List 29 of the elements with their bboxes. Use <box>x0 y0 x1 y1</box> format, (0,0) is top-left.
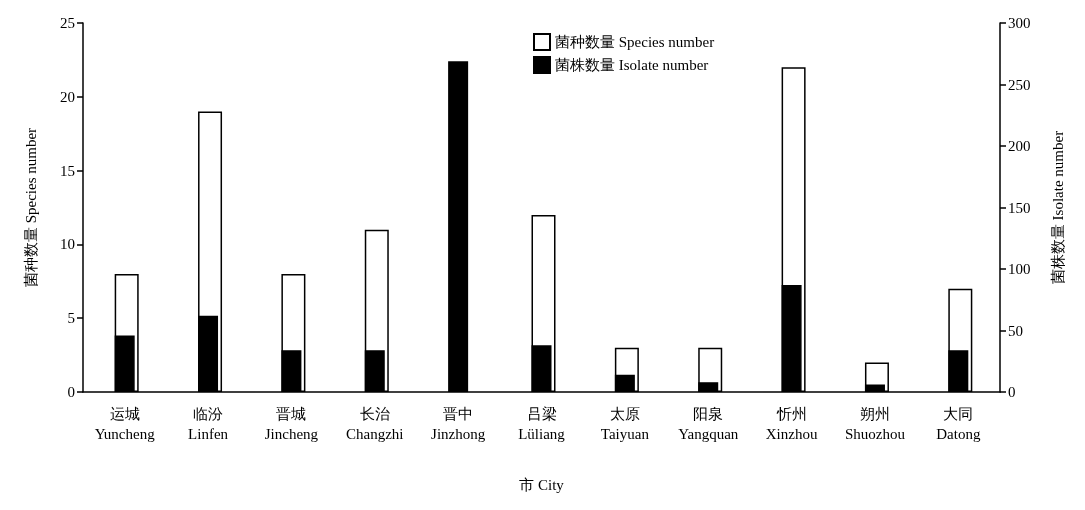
y-tick-label: 25 <box>60 15 75 31</box>
y2-tick-label: 0 <box>1008 384 1016 400</box>
y2-tick-label: 50 <box>1008 322 1023 339</box>
y2-tick-label: 250 <box>1008 76 1031 93</box>
x-tick-label: 吕梁 Lüliang <box>518 406 566 442</box>
x-tick-label: 晋城 Jincheng <box>264 406 319 442</box>
x-tick-label: 晋中 Jinzhong <box>431 406 486 442</box>
x-tick-label: 太原 Taiyuan <box>600 406 650 442</box>
x-tick-label: 临汾 Linfen <box>188 406 229 442</box>
y-tick-label: 10 <box>60 236 75 253</box>
y2-tick-label: 100 <box>1008 261 1031 277</box>
y2-tick-label: 300 <box>1008 15 1031 31</box>
y2-tick-label: 150 <box>1008 199 1031 216</box>
x-tick-label: 长治 Changzhi <box>346 406 404 442</box>
y-tick-label: 20 <box>60 88 75 105</box>
x-tick-label: 忻州 Xinzhou <box>765 406 818 442</box>
legend-label: 菌种数量 Species number <box>555 34 715 50</box>
y-tick-label: 0 <box>67 384 75 400</box>
y2-tick-label: 200 <box>1008 138 1031 154</box>
x-axis-title: 市 City <box>519 476 565 493</box>
x-tick-label: 阳泉 Yangquan <box>678 406 739 442</box>
y-tick-label: 5 <box>67 310 75 327</box>
y2-axis-title: 菌株数量 Isolate number <box>1049 130 1066 285</box>
y-tick-label: 15 <box>60 162 75 179</box>
legend-label: 菌株数量 Isolate number <box>555 57 709 73</box>
y-axis-title: 菌种数量 Species number <box>22 127 39 288</box>
x-tick-label: 朔州 Shuozhou <box>844 406 906 442</box>
x-tick-label: 运城 Yuncheng <box>94 406 156 442</box>
x-tick-label: 大同 Datong <box>936 406 981 442</box>
